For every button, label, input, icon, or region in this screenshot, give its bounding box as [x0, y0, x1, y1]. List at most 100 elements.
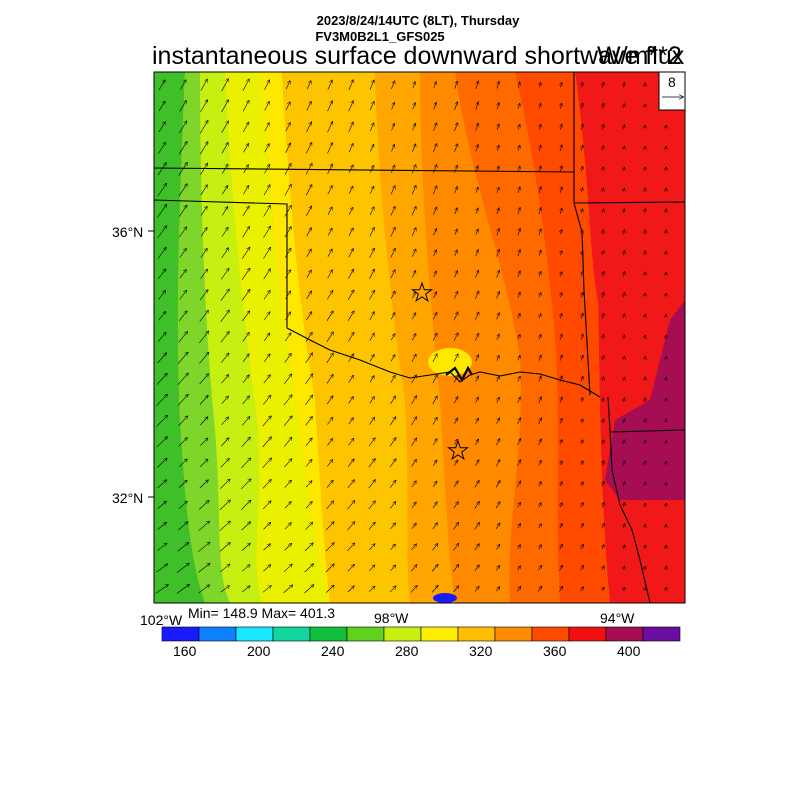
wind-arrow: [327, 164, 333, 174]
wind-arrow: [412, 292, 415, 299]
wind-arrow: [518, 125, 519, 130]
wind-arrow: [645, 398, 646, 402]
wind-arrow: [327, 207, 332, 215]
wind-arrow: [581, 461, 583, 466]
colorbar-swatch: [272, 626, 311, 642]
wind-arrow: [263, 269, 271, 280]
wind-arrow: [243, 122, 248, 132]
wind-arrow: [178, 416, 187, 427]
wind-arrow: [581, 145, 582, 151]
wind-arrow: [241, 543, 250, 551]
wind-arrow: [665, 587, 666, 590]
wind-arrow: [347, 459, 354, 467]
wind-arrow: [518, 146, 520, 151]
wind-arrow: [327, 249, 332, 257]
wind-arrow: [389, 459, 396, 468]
wind-arrow: [411, 460, 417, 467]
wind-arrow: [241, 458, 250, 469]
wind-arrow: [410, 586, 417, 593]
wind-arrow: [432, 333, 437, 341]
wind-arrow: [263, 248, 271, 259]
wind-arrow: [602, 125, 603, 130]
wind-arrow: [581, 334, 583, 340]
wind-arrow: [496, 313, 500, 320]
wind-arrow: [411, 334, 416, 341]
wind-arrow: [305, 438, 312, 446]
wind-arrow: [602, 272, 603, 277]
wind-arrow: [368, 459, 375, 468]
wind-arrow: [369, 417, 375, 425]
wind-arrow: [199, 396, 208, 405]
wind-arrow: [560, 293, 561, 298]
colorbar-swatch: [383, 626, 422, 642]
state-borders: [154, 72, 685, 603]
units-label: W/m**2: [597, 42, 682, 70]
wind-arrow: [581, 545, 584, 550]
wind-arrow: [179, 291, 187, 300]
wind-arrow: [455, 250, 457, 257]
wind-arrow: [390, 544, 396, 550]
wind-arrow: [326, 501, 334, 510]
wind-arrow: [623, 503, 625, 508]
wind-arrow: [497, 356, 499, 361]
wind-arrow: [475, 291, 478, 299]
wind-arrow: [262, 586, 271, 593]
wind-arrow: [177, 352, 188, 364]
colorbar-label-160: 160: [173, 643, 197, 659]
wind-arrow: [454, 439, 457, 445]
colorbar-label-320: 320: [469, 643, 493, 659]
wind-arrow: [221, 375, 229, 384]
wind-arrow: [517, 587, 520, 592]
wind-arrow: [198, 521, 210, 531]
wind-arrow: [475, 439, 479, 445]
wind-arrow: [411, 417, 416, 426]
wind-arrow: [645, 188, 646, 192]
wind-arrow: [474, 565, 479, 571]
wind-arrow: [348, 122, 353, 132]
wind-arrow: [158, 312, 166, 321]
wind-arrow: [284, 480, 292, 488]
wind-arrow: [560, 166, 562, 173]
wind-arrow: [157, 480, 167, 489]
wind-arrow: [219, 543, 230, 552]
wind-arrow: [581, 124, 582, 130]
wind-arrow: [644, 503, 645, 506]
wind-arrow: [644, 419, 645, 423]
wind-arrow: [158, 291, 166, 300]
wind-arrow: [560, 482, 562, 487]
wind-arrow: [496, 439, 499, 446]
wind-arrow: [221, 100, 229, 113]
wind-arrow: [155, 585, 168, 594]
wind-arrow: [602, 503, 604, 508]
wind-arrow: [263, 395, 270, 405]
wind-arrow: [263, 312, 270, 321]
wind-arrow: [624, 377, 625, 380]
wind-arrow: [560, 334, 562, 340]
wind-arrow: [412, 313, 415, 320]
wind-arrow: [370, 166, 373, 173]
wind-arrow: [178, 522, 188, 531]
wind-arrow: [623, 482, 625, 487]
wind-arrow: [496, 418, 500, 424]
wind-arrow: [539, 293, 541, 298]
wind-arrow: [347, 522, 354, 531]
wind-arrow: [645, 357, 646, 360]
wind-arrow: [326, 396, 333, 405]
wind-arrow: [432, 502, 437, 508]
colorbar-swatch: [568, 626, 607, 642]
lon-label-102: 102°W: [140, 612, 183, 628]
wind-arrow: [391, 145, 395, 152]
wind-arrow: [666, 546, 667, 549]
colorbar-swatch: [420, 626, 459, 642]
wind-arrow: [666, 273, 667, 276]
wind-arrow: [305, 332, 312, 342]
wind-arrow: [306, 122, 312, 133]
wind-arrow: [539, 314, 541, 319]
colorbar-swatch: [198, 626, 237, 642]
wind-arrow: [453, 523, 459, 530]
wind-arrow: [476, 187, 478, 193]
wind-arrow: [518, 82, 520, 88]
wind-arrow: [645, 126, 646, 129]
wind-arrow: [624, 230, 625, 235]
